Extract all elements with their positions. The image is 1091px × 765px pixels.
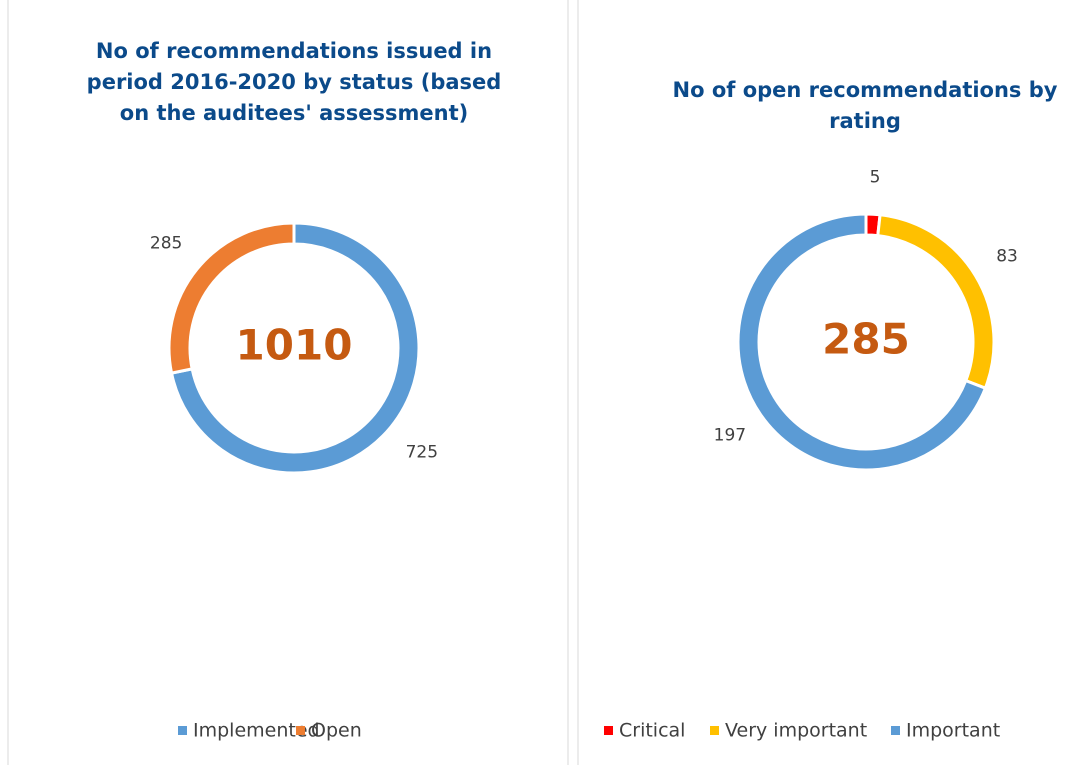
donut-segment <box>736 212 988 472</box>
legend-label: Very important <box>725 720 867 742</box>
data-label: 5 <box>870 167 881 187</box>
donut-segment <box>167 221 296 375</box>
data-label: 285 <box>150 234 182 254</box>
donut-segment <box>169 221 421 475</box>
legend-swatch <box>178 726 187 735</box>
center-total: 285 <box>822 315 910 364</box>
legend-swatch <box>604 726 613 735</box>
legend-label: Critical <box>619 720 685 742</box>
chart-title: No of open recommendations by rating <box>672 78 1058 133</box>
legend-swatch <box>710 726 719 735</box>
data-label: 83 <box>996 246 1018 266</box>
chart-title: No of recommendations issued in period 2… <box>86 39 502 125</box>
legend-swatch <box>891 726 900 735</box>
legend-label: Implemented <box>193 720 320 742</box>
legend-swatch <box>296 726 305 735</box>
legend-label: Open <box>311 720 362 742</box>
data-label: 725 <box>406 442 438 462</box>
legend-label: Important <box>906 720 1000 742</box>
center-total: 1010 <box>236 321 353 370</box>
data-label: 197 <box>714 425 746 445</box>
